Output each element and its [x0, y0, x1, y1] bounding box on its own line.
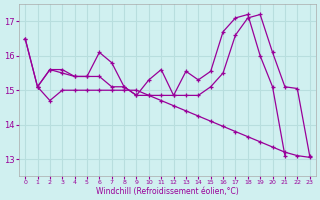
X-axis label: Windchill (Refroidissement éolien,°C): Windchill (Refroidissement éolien,°C) [96, 187, 239, 196]
